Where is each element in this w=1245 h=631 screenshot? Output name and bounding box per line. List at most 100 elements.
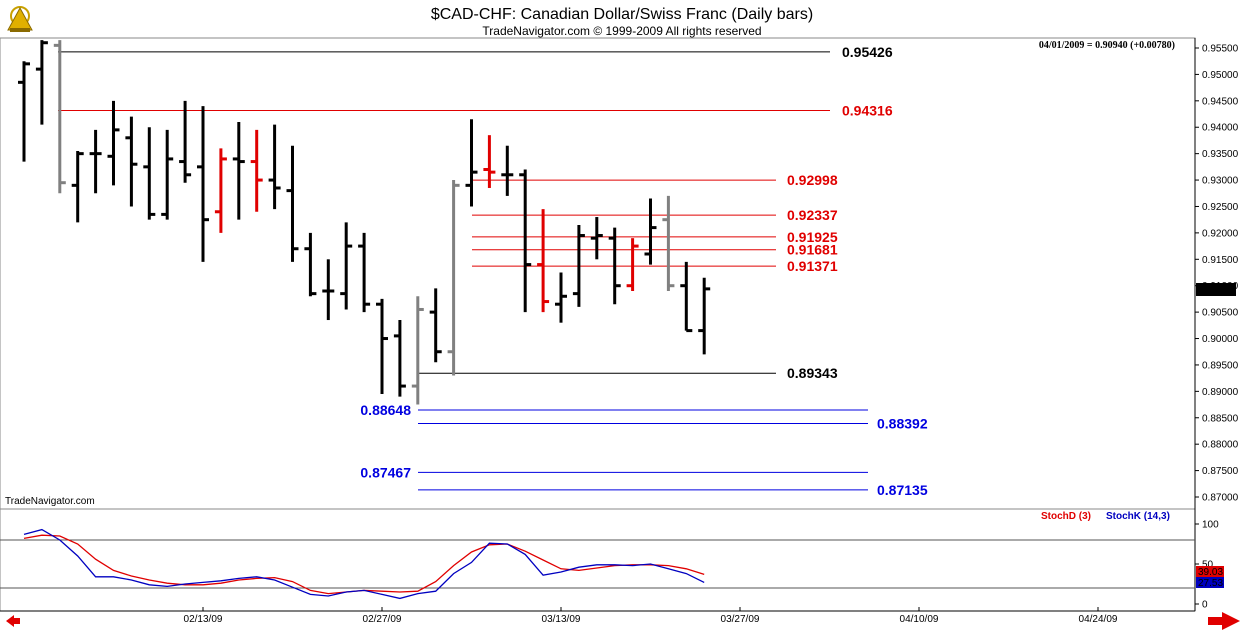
ohlc-bar: [465, 119, 478, 207]
level-label: 0.91371: [787, 258, 838, 274]
ohlc-bar: [358, 232, 371, 313]
ohlc-bar: [662, 195, 675, 291]
price-axis-tick-label: 0.94000: [1202, 123, 1239, 134]
ohlc-bar: [644, 198, 657, 265]
legend-stochd: StochD (3): [1041, 511, 1091, 522]
ohlc-bar: [608, 227, 621, 305]
date-axis-tick-label: 04/24/09: [1079, 614, 1118, 625]
ohlc-bars: [18, 40, 711, 405]
level-label: 0.95426: [842, 44, 893, 60]
price-axis-tick-label: 0.93000: [1202, 176, 1239, 187]
scroll-right-arrow-icon[interactable]: [1208, 612, 1240, 630]
ohlc-bar: [447, 180, 460, 376]
price-panel-frame: [0, 37, 1196, 510]
watermark-text: TradeNavigator.com: [5, 496, 95, 507]
ohlc-bar: [197, 106, 209, 262]
ohlc-bar: [89, 129, 102, 194]
price-axis-tick-label: 0.89500: [1202, 360, 1239, 371]
stoch-axis: 100 50 0: [1195, 520, 1219, 611]
level-label: 0.92337: [787, 207, 838, 223]
price-axis-tick-label: 0.88000: [1202, 440, 1239, 451]
price-axis-tick-label: 0.90500: [1202, 308, 1239, 319]
ohlc-bar: [179, 100, 192, 183]
ohlc-bar: [143, 127, 156, 220]
ohlc-bar: [572, 224, 585, 307]
level-label: 0.87467: [360, 464, 411, 480]
stoch-axis-tick-label: 50: [1202, 560, 1214, 571]
ohlc-bar: [125, 116, 138, 207]
price-axis-tick-label: 0.95500: [1202, 44, 1239, 55]
price-axis-tick-label: 0.87000: [1202, 493, 1239, 504]
last-price-box: [1196, 283, 1236, 296]
ohlc-bar: [161, 129, 174, 220]
date-axis: 02/13/09 02/27/09 03/13/09 03/27/09 04/10/09…: [0, 607, 1195, 625]
level-label: 0.88648: [360, 402, 411, 418]
price-axis-tick-label: 0.87500: [1202, 466, 1239, 477]
legend-stochk: StochK (14,3): [1106, 511, 1170, 522]
ohlc-bar: [519, 169, 532, 313]
date-axis-tick-label: 03/27/09: [721, 614, 760, 625]
ohlc-bar: [268, 124, 281, 210]
price-axis-tick-label: 0.94500: [1202, 96, 1239, 107]
tradenavigator-logo-icon: [2, 2, 38, 34]
level-lines: 0.95426 0.94316 0.92998 0.92337 0.919250.916…: [58, 44, 928, 498]
price-axis-tick-label: 0.89000: [1202, 387, 1239, 398]
level-label: 0.91925: [787, 229, 838, 245]
price-axis: 0.87000 0.87500 0.88000 0.88500 0.89000 0.895…: [1195, 44, 1239, 504]
quote-readout: 04/01/2009 = 0.90940 (+0.00780): [1039, 40, 1175, 51]
stochd-value: 39.03: [1198, 567, 1223, 578]
ohlc-bar: [18, 61, 30, 162]
ohlc-bar: [501, 145, 514, 196]
ohlc-bar: [304, 232, 317, 297]
stoch-panel-frame: [0, 508, 1196, 612]
ohlc-bar: [286, 145, 299, 262]
stochk-value: 27.53: [1198, 578, 1223, 589]
stoch-series-line: [23, 528, 705, 600]
price-axis-tick-label: 0.92500: [1202, 202, 1239, 213]
last-price-label: 0.90940: [1198, 285, 1235, 296]
ohlc-bar: [71, 151, 84, 223]
level-label: 0.89343: [787, 365, 838, 381]
ohlc-bar: [232, 121, 245, 220]
copyright-text: TradeNavigator.com © 1999-2009 All right…: [482, 24, 761, 38]
level-label: 0.91681: [787, 242, 838, 258]
date-axis-tick-label: 02/13/09: [184, 614, 223, 625]
ohlc-bar: [555, 272, 567, 323]
ohlc-bar: [214, 148, 227, 233]
date-axis-tick-label: 03/13/09: [542, 614, 581, 625]
level-label: 0.94316: [842, 103, 893, 119]
level-label: 0.88392: [877, 415, 928, 431]
ohlc-bar: [483, 135, 496, 188]
stoch-lines: [23, 528, 705, 600]
ohlc-bar: [680, 261, 693, 333]
price-axis-tick-label: 0.90000: [1202, 334, 1239, 345]
ohlc-bar: [53, 40, 66, 194]
scroll-left-arrow-icon[interactable]: [3, 614, 21, 628]
price-axis-tick-label: 0.95000: [1202, 70, 1239, 81]
ohlc-bar: [340, 222, 353, 310]
price-axis-tick-label: 0.92000: [1202, 228, 1239, 239]
stoch-axis-tick-label: 100: [1202, 520, 1219, 531]
level-label: 0.92998: [787, 172, 838, 188]
ohlc-bar: [322, 259, 335, 321]
chart-title: $CAD-CHF: Canadian Dollar/Swiss Franc (D…: [431, 6, 813, 23]
ohlc-bar: [537, 209, 550, 313]
date-axis-tick-label: 02/27/09: [363, 614, 402, 625]
ohlc-bar: [376, 298, 388, 394]
ohlc-bar: [626, 238, 639, 291]
ohlc-bar: [393, 320, 406, 397]
ohlc-bar: [590, 217, 603, 260]
price-axis-tick-label: 0.93500: [1202, 149, 1239, 160]
ohlc-bar: [411, 296, 424, 405]
price-axis-tick-label: 0.91500: [1202, 255, 1239, 266]
stochd-value-box: [1196, 566, 1224, 577]
stoch-guides: [0, 539, 1195, 589]
stochk-value-box: [1196, 577, 1224, 588]
ohlc-bar: [698, 277, 711, 355]
stoch-axis-tick-label: 0: [1202, 600, 1208, 611]
ohlc-bar: [107, 100, 120, 186]
date-axis-tick-label: 04/10/09: [900, 614, 939, 625]
ohlc-bar: [35, 40, 48, 125]
ohlc-bar: [429, 288, 442, 363]
